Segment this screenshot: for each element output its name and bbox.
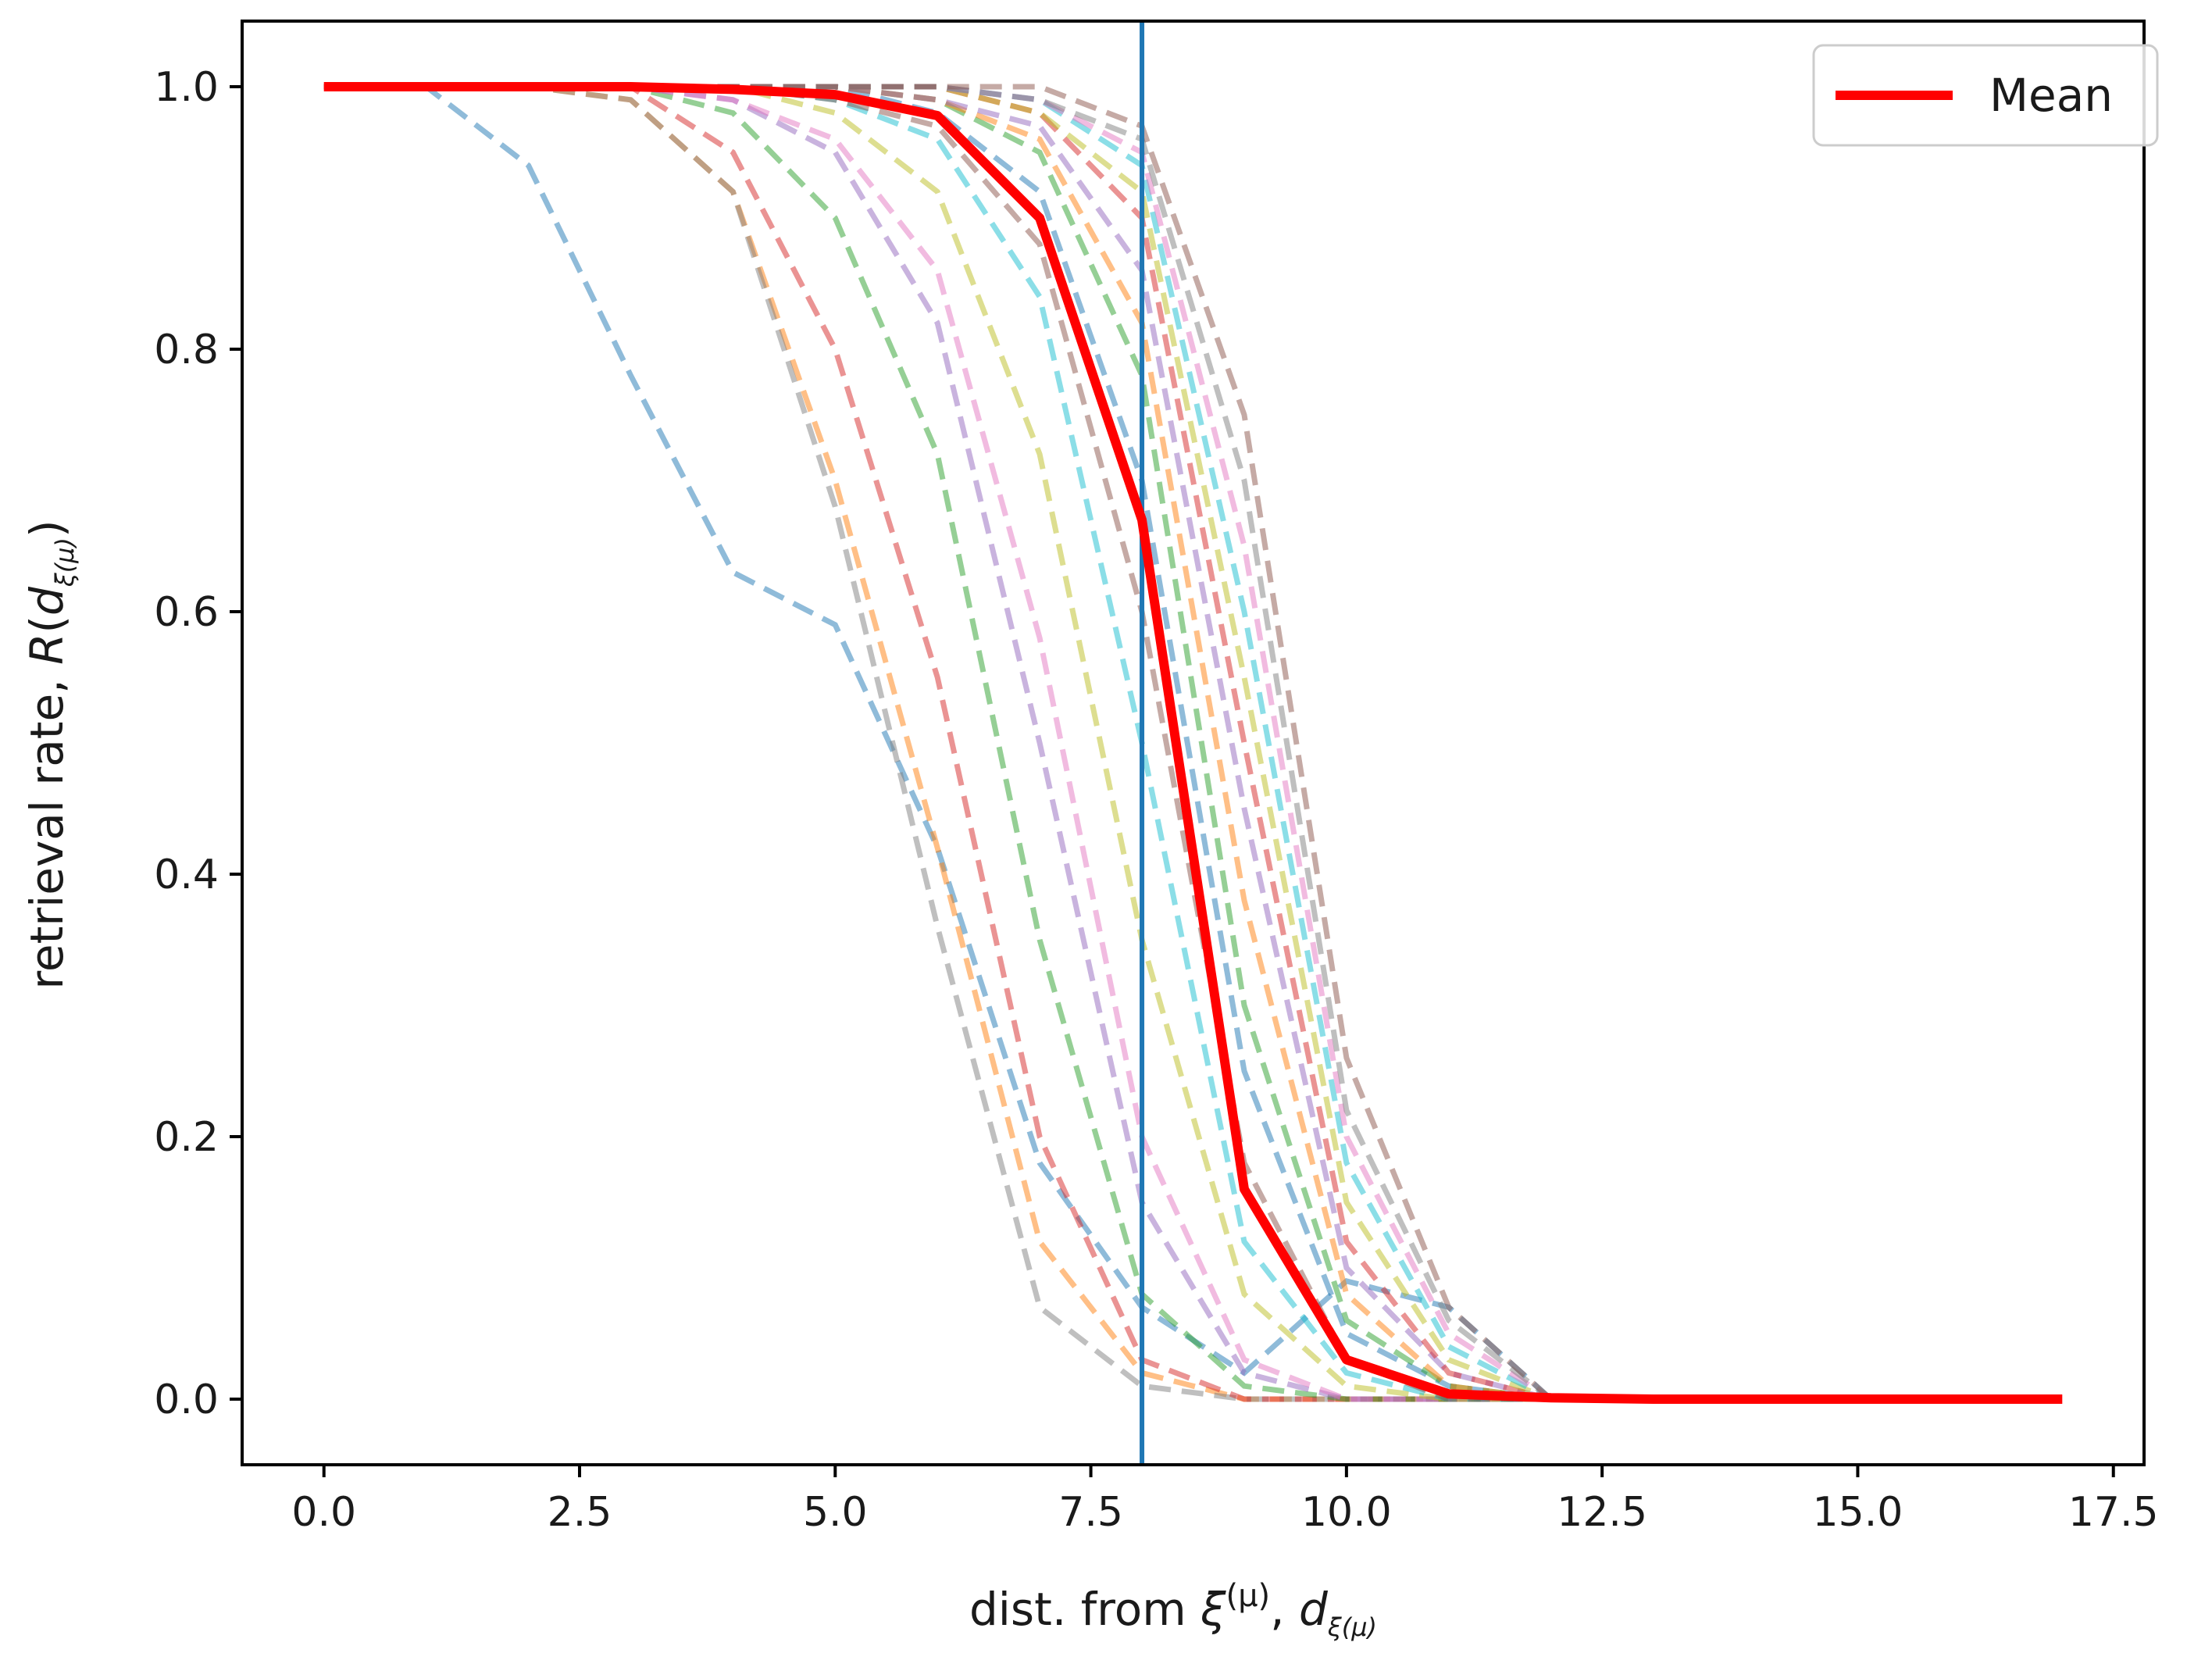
x-tick-label: 12.5 [1557, 1489, 1647, 1536]
x-axis-label-sup: (μ) [1226, 1578, 1270, 1614]
trial-series-line-10 [323, 84, 1551, 1402]
trial-series-line-8 [323, 84, 1551, 1402]
y-tick-label: 1.0 [154, 64, 219, 111]
trial-series-line-15 [323, 84, 1552, 1402]
y-axis-label-prefix: retrieval rate, [20, 665, 73, 990]
y-tick-label: 0.4 [154, 852, 219, 898]
x-tick-label: 17.5 [2068, 1489, 2159, 1536]
trial-series-line-17 [323, 84, 1553, 1402]
y-tick-label: 0.6 [154, 589, 219, 636]
trial-series-line-1 [323, 84, 1554, 1401]
y-axis-label-open: ( [20, 616, 73, 634]
y-axis-label-close: ) [20, 520, 73, 537]
y-axis-label: retrieval rate, R(dξ(μ)) [20, 520, 80, 989]
trial-series-line-9 [323, 84, 1551, 1402]
y-tick-label: 0.8 [154, 327, 219, 373]
x-axis-label-d: d [1299, 1583, 1329, 1636]
trial-series-line-20 [323, 84, 1554, 1401]
y-tick-label: 0.2 [154, 1114, 219, 1161]
trial-series-line-16 [323, 84, 1552, 1402]
x-tick-label: 2.5 [548, 1489, 612, 1536]
legend-label-mean: Mean [1989, 69, 2113, 122]
y-axis-label-sub: ξ(μ) [50, 537, 80, 587]
x-axis-label-sub: ξ(μ) [1327, 1612, 1377, 1642]
ticks-layer: 0.0 2.5 5.0 7.5 10.0 12.5 15.0 17.5 0.0 0.2 0.4 0.6… [154, 64, 2158, 1536]
x-tick-label: 0.0 [291, 1489, 356, 1536]
trial-series-line-3 [323, 84, 1551, 1402]
trial-series-line-2 [323, 84, 1551, 1402]
trial-series-line-5 [323, 84, 1551, 1402]
plot-area [323, 21, 2063, 1465]
y-tick-label: 0.0 [154, 1376, 219, 1423]
x-axis-label-sep: , [1270, 1583, 1299, 1636]
x-tick-label: 10.0 [1301, 1489, 1392, 1536]
trial-series-line-18 [323, 84, 1553, 1401]
x-tick-label: 15.0 [1813, 1489, 1903, 1536]
x-axis-label: dist. from ξ(μ), dξ(μ) [969, 1578, 1377, 1642]
axes-frame [241, 20, 2146, 1466]
trial-series-line-4 [323, 84, 1551, 1402]
x-tick-label: 5.0 [803, 1489, 868, 1536]
x-tick-label: 7.5 [1058, 1489, 1123, 1536]
trial-series-line-13 [323, 84, 1552, 1402]
x-axis-label-xi: ξ [1200, 1583, 1226, 1636]
trial-series-line-7 [323, 84, 1551, 1402]
trial-series-line-12 [323, 84, 1552, 1402]
trial-series-line-19 [323, 84, 1553, 1401]
legend-box [1812, 44, 2159, 147]
axes-layer [241, 20, 2146, 1466]
y-axis-label-r: R [20, 634, 73, 665]
mean-series-line [323, 82, 2063, 1404]
x-axis-label-prefix: dist. from [969, 1583, 1201, 1636]
series-layer [323, 21, 2063, 1465]
trial-series-line-14 [323, 84, 1552, 1402]
legend: Mean [1812, 44, 2159, 147]
trial-series-line-11 [323, 84, 1552, 1402]
trial-series-line-6 [323, 84, 1551, 1402]
y-axis-label-d: d [20, 586, 73, 616]
